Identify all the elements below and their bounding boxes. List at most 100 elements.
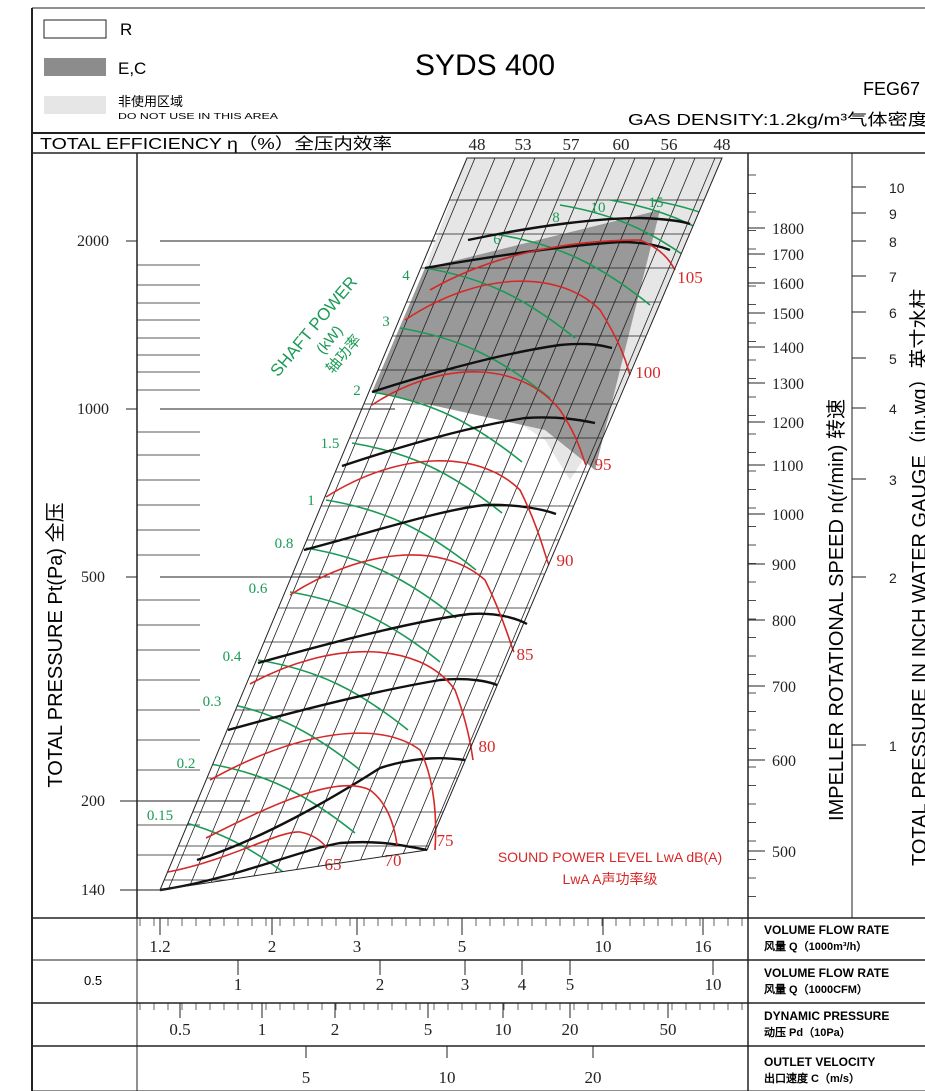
legend-label-ec: E,C <box>118 59 146 78</box>
shaft-power-curve <box>289 591 441 663</box>
shaft-power-curve <box>204 762 356 834</box>
speed-tick-label: 1200 <box>772 415 804 432</box>
shaft-power-value: 0.15 <box>147 808 173 824</box>
legend-swatch-r <box>43 19 107 39</box>
diagonal-gridline <box>227 158 536 890</box>
shaft-power-value: 8 <box>552 210 560 226</box>
shaft-power-value: 0.8 <box>275 536 294 552</box>
speed-curve <box>227 677 498 732</box>
sound-power-curve <box>371 371 587 466</box>
shaft-power-curve <box>499 234 651 306</box>
efficiency-value: 48 <box>714 135 731 154</box>
sound-power-curve <box>289 554 515 653</box>
pressure-tick-label: 500 <box>81 569 105 586</box>
sound-power-curve <box>404 280 631 376</box>
diagonal-gridline <box>387 158 696 890</box>
bottom-scale-label: 20 <box>562 1020 579 1039</box>
shaft-power-curve <box>371 391 523 463</box>
speed-curve <box>303 503 557 552</box>
diagonal-gridline <box>267 158 576 890</box>
shaft-power-value: 0.2 <box>177 756 196 772</box>
shaft-power-value: 1 <box>307 493 315 509</box>
speed-tick-label: 1600 <box>772 276 804 293</box>
speed-curve <box>467 216 691 242</box>
scale2-side: 0.5 <box>84 973 102 988</box>
chart-title: SYDS 400 <box>415 49 555 82</box>
scale2-sub: 风量 Q（1000CFM） <box>764 982 868 996</box>
shaft-power-value: 4 <box>402 268 410 284</box>
speed-tick-label: 900 <box>772 557 796 574</box>
legend: R E,C 非使用区域 DO NOT USE IN THIS AREA <box>43 19 279 121</box>
sound-power-value: 95 <box>595 455 612 474</box>
y-axis-left-title: TOTAL PRESSURE Pt(Pa) 全压 <box>44 502 67 787</box>
bottom-scale-label: 5 <box>566 975 575 994</box>
bottom-scale-label: 10 <box>495 1020 512 1039</box>
sound-power-curve <box>167 831 328 873</box>
diagonal-gridline <box>367 158 676 890</box>
inch-tick-label: 5 <box>889 351 897 367</box>
sound-power-value: 80 <box>479 737 496 756</box>
bottom-scale-label: 10 <box>595 937 612 956</box>
shaft-power-curve <box>351 442 503 514</box>
bottom-scale-labels: VOLUME FLOW RATE 风量 Q（1000m³/h） VOLUME F… <box>84 923 889 1085</box>
bottom-scale-label: 3 <box>461 975 470 994</box>
shaft-power-value: 0.3 <box>203 694 222 710</box>
speed-curve <box>341 416 596 468</box>
bottom-scale-label: 5 <box>302 1068 311 1087</box>
speed-tick-label: 1000 <box>772 507 804 524</box>
speed-tick-label: 1100 <box>772 458 803 475</box>
shaft-power-curve <box>399 327 551 399</box>
speed-tick-label: 1400 <box>772 340 804 357</box>
bottom-scale-label: 16 <box>695 937 712 956</box>
bottom-scale-label: 10 <box>439 1068 456 1087</box>
efficiency-value: 57 <box>563 135 581 154</box>
diagonal-gridline <box>407 158 716 890</box>
shaft-power-value: 15 <box>649 195 664 211</box>
scale4-label: OUTLET VELOCITY <box>764 1055 875 1069</box>
inch-tick-label: 3 <box>889 472 897 488</box>
shaft-power-value: 6 <box>493 232 501 248</box>
speed-tick-label: 1800 <box>772 221 804 238</box>
sound-power-value: 75 <box>437 831 454 850</box>
sound-power-title: SOUND POWER LEVEL LwA dB(A) <box>498 849 722 865</box>
sound-power-value: 105 <box>677 268 703 287</box>
shaft-power-curve <box>424 267 576 339</box>
sound-power-curve <box>325 460 550 566</box>
bottom-scale-label: 50 <box>660 1020 677 1039</box>
diagonal-gridline <box>167 158 476 890</box>
shaft-power-value: 1.5 <box>321 436 340 452</box>
legend-swatch-noarea <box>44 96 106 114</box>
diagonal-gridline <box>307 158 616 890</box>
shaft-power-curve <box>257 659 409 731</box>
scale3-sub: 动压 Pd（10Pa） <box>764 1025 851 1039</box>
sound-power-curve <box>205 784 398 846</box>
legend-label-noarea: 非使用区域 <box>118 94 183 109</box>
efficiency-value: 60 <box>613 135 630 154</box>
speed-curve <box>196 757 466 862</box>
y-axis-inch-title: TOTAL PRESSURE IN INCH WATER GAUGE（in.wg… <box>908 289 925 866</box>
pressure-tick-label: 200 <box>81 793 105 810</box>
bottom-scale-label: 4 <box>518 975 527 994</box>
inch-tick-label: 2 <box>889 570 897 586</box>
sound-power-value: 100 <box>635 363 661 382</box>
scale1-sub: 风量 Q（1000m³/h） <box>764 939 867 953</box>
pressure-tick-label: 140 <box>81 882 105 899</box>
shaft-power-curve <box>649 199 722 271</box>
speed-curve <box>371 342 613 394</box>
ec-area <box>372 210 660 470</box>
inch-tick-label: 7 <box>889 269 897 285</box>
efficiency-value: 56 <box>661 135 678 154</box>
efficiency-value: 48 <box>469 135 486 154</box>
pressure-tick-label: 2000 <box>77 233 109 250</box>
scale4-sub: 出口速度 C（m/s） <box>764 1071 860 1085</box>
inch-tick-label: 9 <box>889 206 897 222</box>
diagonal-gridline <box>187 158 496 890</box>
legend-sublabel-noarea: DO NOT USE IN THIS AREA <box>118 112 279 121</box>
shaft-power-curve <box>325 499 477 571</box>
model-code: FEG67 <box>863 79 920 99</box>
shaft-power-title: SHAFT POWER <box>267 273 362 380</box>
scale2-label: VOLUME FLOW RATE <box>764 966 889 980</box>
tick-layer: 2000100050020014018001700160015001400130… <box>77 135 905 1087</box>
legend-label-r: R <box>120 20 132 39</box>
speed-curve <box>159 840 428 892</box>
